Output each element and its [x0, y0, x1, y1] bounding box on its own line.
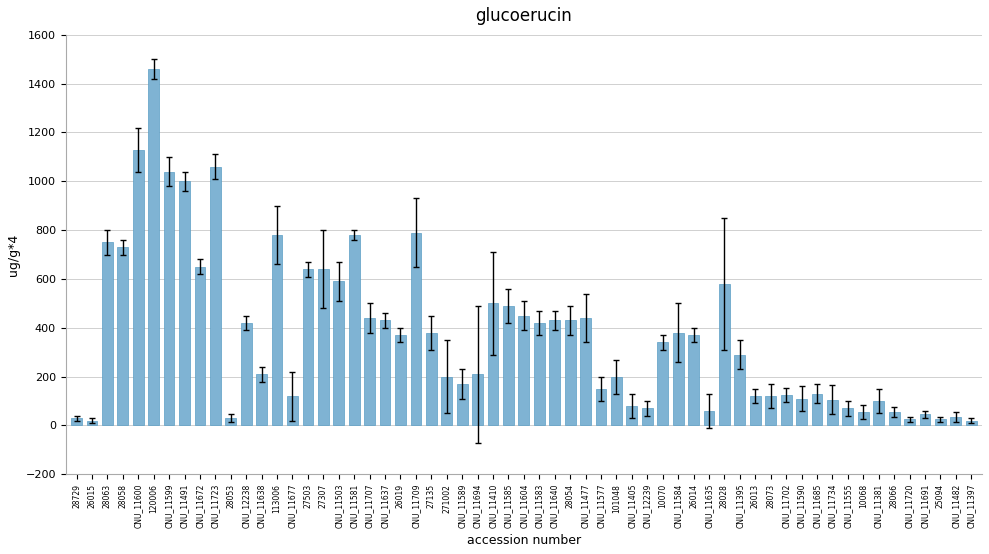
Bar	[611, 377, 622, 425]
Bar	[966, 420, 977, 425]
Bar	[102, 242, 113, 425]
Bar	[549, 320, 560, 425]
Bar	[457, 384, 468, 425]
Bar	[750, 396, 761, 425]
Title: glucoerucin: glucoerucin	[476, 7, 573, 25]
Bar	[735, 355, 746, 425]
Bar	[133, 150, 143, 425]
Bar	[380, 320, 391, 425]
Bar	[225, 418, 236, 425]
Bar	[889, 412, 900, 425]
Bar	[642, 408, 653, 425]
Bar	[935, 419, 945, 425]
Bar	[488, 304, 498, 425]
Bar	[210, 167, 221, 425]
Bar	[843, 408, 854, 425]
X-axis label: accession number: accession number	[467, 534, 581, 547]
Bar	[503, 306, 514, 425]
Bar	[364, 318, 375, 425]
Bar	[581, 318, 591, 425]
Bar	[719, 284, 730, 425]
Bar	[148, 69, 159, 425]
Bar	[426, 333, 437, 425]
Bar	[780, 395, 791, 425]
Bar	[287, 396, 298, 425]
Bar	[71, 418, 82, 425]
Bar	[796, 398, 807, 425]
Bar	[410, 233, 421, 425]
Y-axis label: ug/g*4: ug/g*4	[7, 233, 20, 276]
Bar	[534, 323, 545, 425]
Bar	[118, 247, 129, 425]
Bar	[688, 335, 699, 425]
Bar	[333, 281, 344, 425]
Bar	[673, 333, 683, 425]
Bar	[272, 235, 283, 425]
Bar	[595, 389, 606, 425]
Bar	[256, 374, 267, 425]
Bar	[349, 235, 360, 425]
Bar	[873, 401, 884, 425]
Bar	[703, 411, 714, 425]
Bar	[565, 320, 576, 425]
Bar	[920, 414, 931, 425]
Bar	[395, 335, 405, 425]
Bar	[812, 394, 823, 425]
Bar	[472, 374, 483, 425]
Bar	[765, 396, 776, 425]
Bar	[904, 419, 915, 425]
Bar	[626, 406, 637, 425]
Bar	[303, 269, 314, 425]
Bar	[441, 377, 452, 425]
Bar	[518, 316, 529, 425]
Bar	[164, 172, 174, 425]
Bar	[240, 323, 251, 425]
Bar	[195, 267, 206, 425]
Bar	[857, 412, 868, 425]
Bar	[179, 181, 190, 425]
Bar	[827, 400, 838, 425]
Bar	[950, 417, 961, 425]
Bar	[87, 420, 97, 425]
Bar	[658, 342, 669, 425]
Bar	[317, 269, 328, 425]
